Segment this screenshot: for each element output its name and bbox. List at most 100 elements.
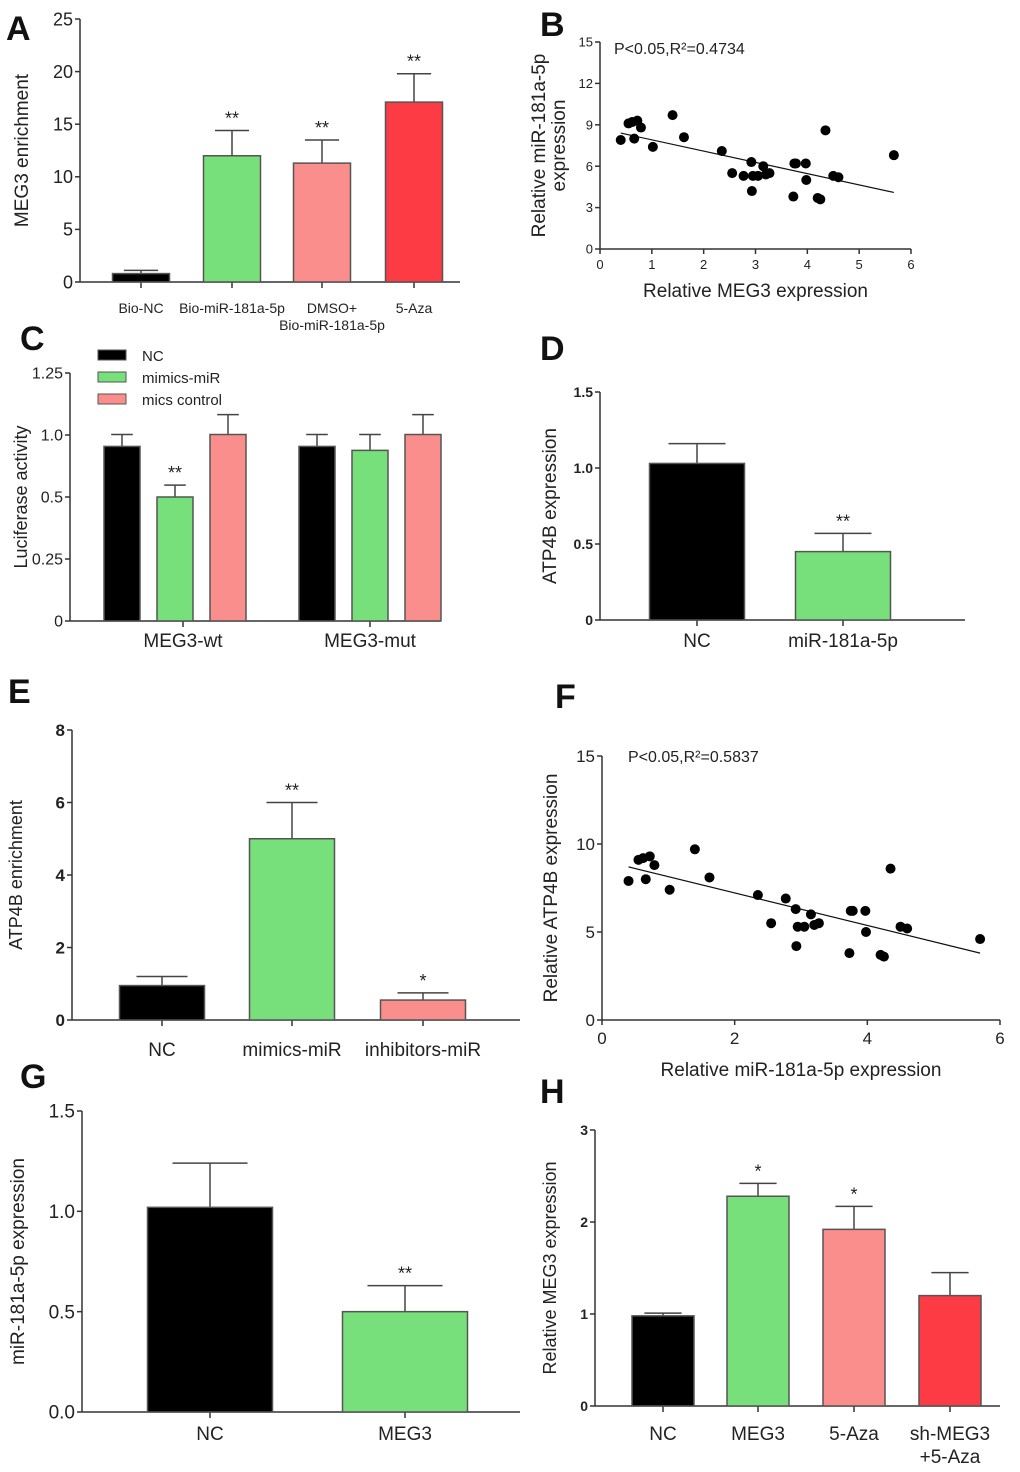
y-tick-label: 0 bbox=[586, 1011, 595, 1030]
bar bbox=[794, 550, 892, 621]
y-tick-label: 3 bbox=[580, 1122, 588, 1138]
bar bbox=[209, 433, 247, 622]
bar bbox=[648, 462, 746, 621]
significance-label: ** bbox=[407, 52, 421, 72]
y-tick-label: 0 bbox=[585, 612, 593, 628]
significance-label: * bbox=[850, 1184, 857, 1204]
y-tick-label: 4 bbox=[56, 866, 66, 885]
y-tick-label: 1.0 bbox=[41, 428, 63, 445]
legend-label: NC bbox=[142, 348, 164, 365]
x-tick-label: DMSO+ bbox=[307, 300, 357, 316]
y-tick-label: 0 bbox=[586, 242, 593, 257]
x-tick-label: inhibitors-miR bbox=[365, 1040, 481, 1061]
x-tick-label: 2 bbox=[700, 257, 707, 272]
x-tick-label: MEG3 bbox=[731, 1424, 785, 1445]
data-point bbox=[664, 884, 675, 895]
bar bbox=[918, 1294, 982, 1407]
trend-line bbox=[620, 132, 895, 194]
significance-label: ** bbox=[225, 109, 239, 129]
bar bbox=[156, 496, 194, 622]
data-point bbox=[902, 923, 913, 934]
data-point bbox=[629, 133, 640, 144]
bar bbox=[351, 449, 389, 622]
x-tick-label: 1 bbox=[648, 257, 655, 272]
x-tick-label: mimics-miR bbox=[242, 1040, 341, 1061]
legend-swatch bbox=[97, 371, 127, 383]
data-point bbox=[752, 890, 763, 901]
x-tick-label: NC bbox=[196, 1424, 223, 1445]
data-point bbox=[801, 175, 812, 185]
data-point bbox=[678, 132, 689, 143]
panel-letter: H bbox=[540, 1073, 565, 1111]
y-axis-label: Luciferase activity bbox=[11, 425, 31, 568]
y-tick-label: 2 bbox=[56, 938, 65, 957]
y-tick-label: 0.5 bbox=[574, 536, 594, 552]
x-tick-label: Bio-miR-181a-5p bbox=[279, 317, 385, 333]
data-point bbox=[746, 186, 757, 197]
y-tick-label: 8 bbox=[56, 721, 65, 740]
x-tick-label: 2 bbox=[730, 1029, 739, 1048]
bar bbox=[341, 1310, 469, 1413]
y-tick-label: 3 bbox=[586, 200, 593, 215]
panel-letter: E bbox=[8, 673, 31, 711]
bar bbox=[292, 162, 352, 283]
data-point bbox=[758, 161, 769, 172]
data-point bbox=[753, 170, 764, 181]
y-tick-label: 6 bbox=[586, 159, 593, 174]
y-tick-label: 0.25 bbox=[32, 552, 63, 569]
legend-label: mics control bbox=[142, 392, 222, 409]
y-tick-label: 5 bbox=[586, 923, 595, 942]
y-tick-label: 0.5 bbox=[49, 1302, 75, 1323]
x-tick-label: Bio-NC bbox=[118, 300, 163, 316]
y-tick-label: 0.0 bbox=[49, 1403, 75, 1424]
panel-f: F 0 5 10 15 Relative ATP4B expression 0 2 4 6 Rela… bbox=[541, 678, 1005, 1081]
bar bbox=[726, 1195, 790, 1407]
data-point bbox=[667, 110, 678, 121]
bar bbox=[822, 1228, 886, 1407]
bar bbox=[111, 272, 171, 283]
panel-h: H 0 1 2 3 Relative MEG3 expression NC MEG3 5-Aza… bbox=[540, 1073, 1000, 1468]
data-point bbox=[878, 951, 889, 962]
x-tick-label: 4 bbox=[804, 257, 811, 272]
data-point bbox=[860, 905, 871, 916]
panel-g: G 0.0 0.5 1.0 1.5 miR-181a-5p expression NC MEG… bbox=[8, 1058, 520, 1445]
data-point bbox=[764, 168, 775, 179]
y-axis-label: expression bbox=[549, 100, 570, 192]
y-tick-label: 10 bbox=[53, 167, 73, 187]
x-tick-label: 6 bbox=[995, 1029, 1004, 1048]
y-axis-label: ATP4B enrichment bbox=[6, 800, 26, 950]
y-tick-label: 25 bbox=[53, 9, 73, 29]
data-point bbox=[640, 874, 651, 885]
panel-letter: D bbox=[540, 330, 565, 368]
x-tick-label: 5 bbox=[856, 257, 863, 272]
panel-c: C 0 0.25 0.5 1.0 1.25 Luciferase activity MEG3-… bbox=[11, 320, 442, 652]
x-tick-label: +5-Aza bbox=[920, 1447, 981, 1468]
y-tick-label: 10 bbox=[576, 835, 595, 854]
x-tick-label: MEG3-mut bbox=[324, 631, 417, 652]
bar bbox=[631, 1315, 695, 1407]
data-point bbox=[813, 918, 824, 929]
data-point bbox=[716, 146, 727, 157]
x-tick-label: NC bbox=[683, 631, 710, 652]
y-tick-label: 0 bbox=[580, 1398, 588, 1414]
y-tick-label: 0.5 bbox=[41, 490, 63, 507]
panel-letter: B bbox=[540, 6, 565, 44]
x-tick-label: 6 bbox=[907, 257, 914, 272]
y-tick-label: 15 bbox=[576, 747, 595, 766]
data-point bbox=[847, 905, 858, 916]
data-point bbox=[623, 875, 634, 886]
trend-line bbox=[628, 866, 981, 954]
x-axis-label: Relative miR-181a-5p expression bbox=[661, 1060, 942, 1081]
data-point bbox=[766, 918, 777, 929]
y-axis-label: Relative miR-181a-5p bbox=[529, 54, 550, 238]
x-tick-label: sh-MEG3 bbox=[910, 1424, 990, 1445]
data-point bbox=[647, 141, 658, 152]
data-point bbox=[975, 934, 986, 945]
data-point bbox=[800, 158, 811, 169]
panel-letter: C bbox=[20, 320, 45, 358]
bar bbox=[202, 155, 262, 283]
data-point bbox=[788, 191, 799, 202]
bar bbox=[404, 433, 442, 622]
legend-swatch bbox=[97, 393, 127, 405]
